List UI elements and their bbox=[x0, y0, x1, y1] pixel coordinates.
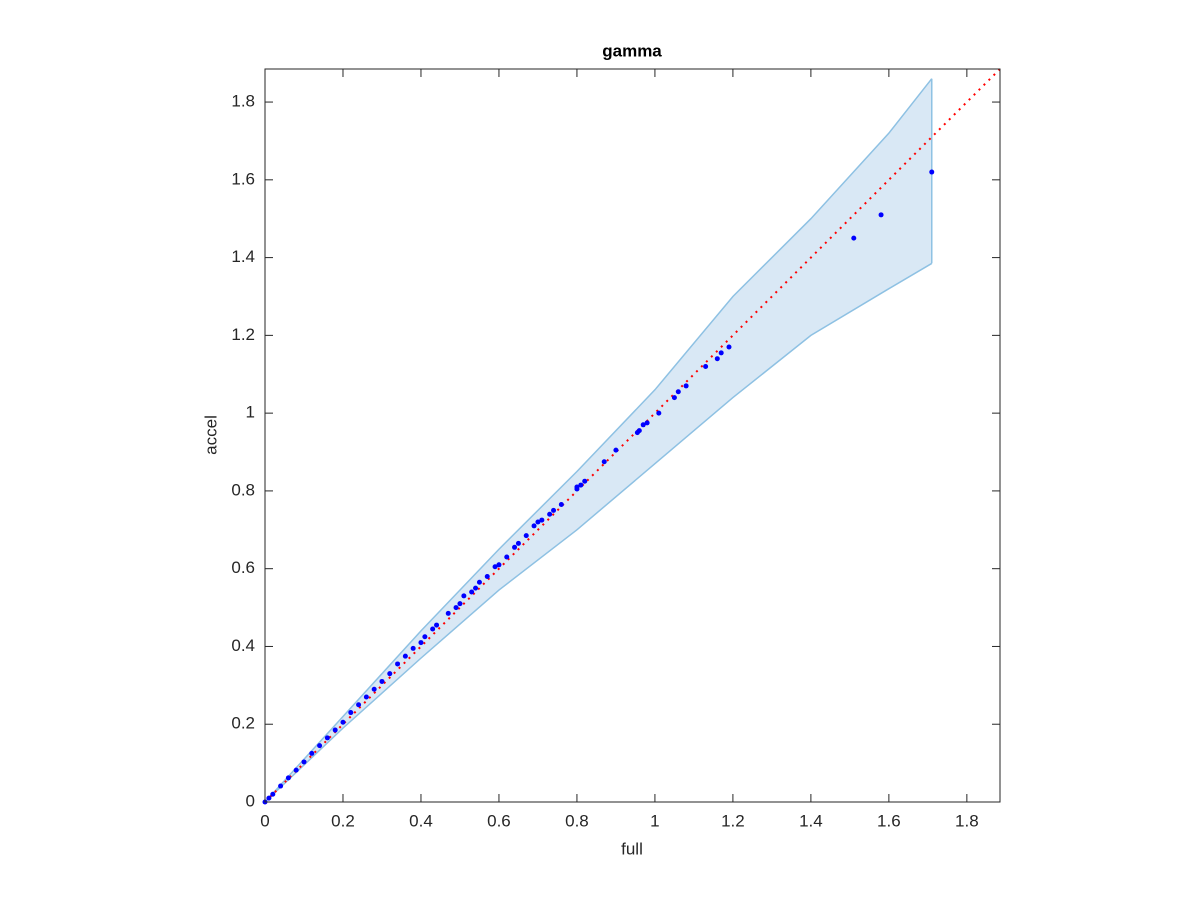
point bbox=[285, 775, 291, 781]
band-lower-line bbox=[264, 262, 933, 803]
band-upper-line bbox=[264, 78, 933, 803]
point bbox=[539, 517, 545, 523]
point bbox=[683, 383, 689, 389]
x-tick-label: 0.2 bbox=[331, 811, 355, 830]
point bbox=[640, 422, 646, 428]
point bbox=[492, 564, 498, 570]
point bbox=[434, 622, 440, 628]
point bbox=[371, 686, 377, 692]
x-tick-label: 1.4 bbox=[799, 811, 823, 830]
point bbox=[656, 410, 662, 416]
point bbox=[418, 640, 424, 646]
y-tick-label: 1.4 bbox=[231, 247, 255, 266]
point bbox=[356, 702, 362, 708]
point bbox=[445, 610, 451, 616]
point bbox=[547, 511, 553, 517]
x-axis-label: full bbox=[621, 839, 643, 858]
point bbox=[301, 759, 307, 765]
point bbox=[453, 605, 459, 611]
y-tick-label: 1.8 bbox=[231, 92, 255, 111]
point bbox=[430, 626, 436, 632]
x-tick-label: 0.8 bbox=[565, 811, 589, 830]
x-tick-label: 0.6 bbox=[487, 811, 511, 830]
x-tick-label: 1 bbox=[650, 811, 659, 830]
y-tick-label: 1.6 bbox=[231, 169, 255, 188]
point bbox=[578, 482, 584, 488]
y-tick-label: 0.4 bbox=[231, 636, 255, 655]
y-tick-label: 0 bbox=[246, 791, 255, 810]
point bbox=[504, 554, 510, 560]
x-tick-label: 0.4 bbox=[409, 811, 433, 830]
point bbox=[523, 533, 529, 539]
point bbox=[484, 573, 490, 579]
chart-title: gamma bbox=[602, 41, 662, 60]
point bbox=[476, 579, 482, 585]
point bbox=[469, 589, 475, 595]
point bbox=[422, 634, 428, 640]
point bbox=[324, 735, 330, 741]
point bbox=[387, 671, 393, 677]
point bbox=[551, 507, 557, 513]
point bbox=[531, 523, 537, 529]
reference-line bbox=[264, 68, 1001, 803]
point bbox=[496, 562, 502, 568]
point bbox=[601, 459, 607, 465]
point bbox=[726, 344, 732, 350]
point bbox=[402, 653, 408, 659]
point bbox=[395, 661, 401, 667]
point bbox=[878, 212, 884, 218]
point bbox=[929, 169, 935, 175]
point bbox=[703, 363, 709, 369]
point bbox=[714, 356, 720, 362]
x-tick-label: 1.8 bbox=[955, 811, 979, 830]
point bbox=[558, 502, 564, 508]
point bbox=[270, 791, 276, 797]
y-tick-label: 0.2 bbox=[231, 714, 255, 733]
point bbox=[293, 767, 299, 773]
point bbox=[348, 710, 354, 716]
y-tick-label: 0.8 bbox=[231, 480, 255, 499]
point bbox=[613, 447, 619, 453]
point bbox=[457, 601, 463, 607]
y-tick-label: 1.2 bbox=[231, 325, 255, 344]
point bbox=[675, 389, 681, 395]
x-tick-label: 0 bbox=[260, 811, 269, 830]
point bbox=[671, 395, 677, 401]
y-axis-label: accel bbox=[201, 415, 220, 455]
point bbox=[340, 719, 346, 725]
point bbox=[266, 795, 272, 801]
point bbox=[515, 540, 521, 546]
point bbox=[363, 694, 369, 700]
y-tick-label: 1 bbox=[246, 403, 255, 422]
point bbox=[332, 727, 338, 733]
point bbox=[309, 750, 315, 756]
x-tick-label: 1.6 bbox=[877, 811, 901, 830]
point bbox=[636, 428, 642, 434]
x-tick-label: 1.2 bbox=[721, 811, 745, 830]
point bbox=[379, 678, 385, 684]
point bbox=[582, 478, 588, 484]
point bbox=[851, 235, 857, 241]
point bbox=[574, 484, 580, 490]
point bbox=[317, 743, 323, 749]
confidence-band bbox=[265, 78, 932, 802]
point bbox=[473, 585, 479, 591]
point bbox=[410, 645, 416, 651]
point bbox=[535, 519, 541, 525]
point bbox=[278, 783, 284, 789]
point bbox=[461, 593, 467, 599]
point bbox=[512, 544, 518, 550]
axes-box bbox=[264, 68, 1001, 803]
point bbox=[718, 350, 724, 356]
point bbox=[644, 420, 650, 426]
y-tick-label: 0.6 bbox=[231, 558, 255, 577]
